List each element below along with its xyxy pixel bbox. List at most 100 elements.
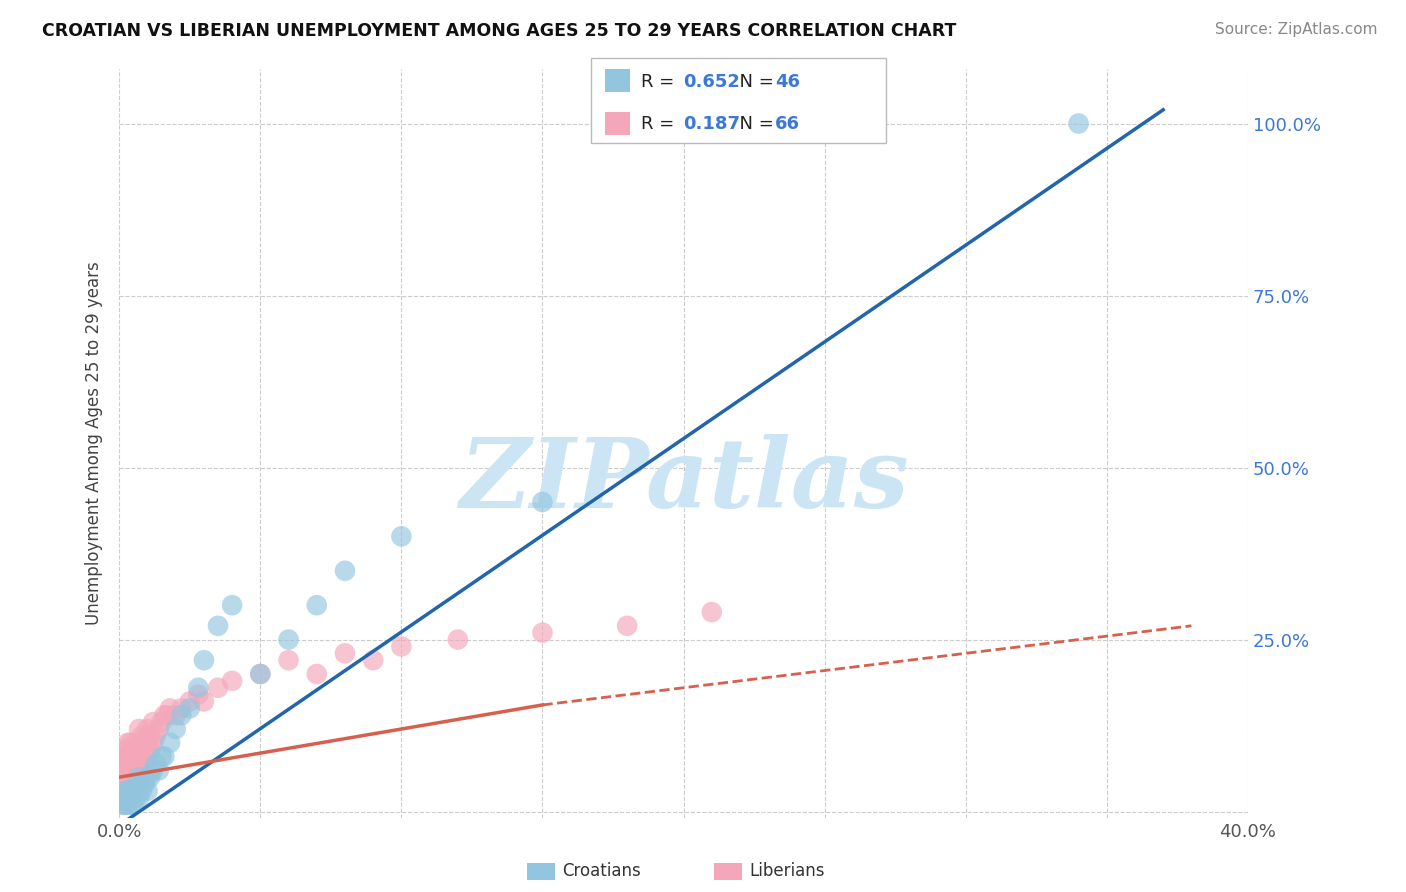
Point (134, 736, 156, 750)
Point (114, 797, 136, 812)
Point (120, 764, 142, 778)
Point (187, 681, 209, 695)
Point (120, 784, 142, 798)
Point (150, 749, 173, 764)
Point (142, 736, 165, 750)
Point (249, 667, 271, 681)
Point (125, 790, 148, 805)
Point (142, 764, 165, 778)
Point (165, 708, 187, 723)
Point (122, 790, 145, 805)
Point (122, 756, 145, 771)
Point (125, 749, 148, 764)
Point (131, 764, 153, 778)
Point (145, 729, 167, 743)
Point (159, 736, 181, 750)
Point (221, 598, 243, 612)
Text: 0.187: 0.187 (683, 115, 741, 133)
Point (131, 749, 153, 764)
Point (150, 715, 173, 730)
Point (531, 625, 554, 640)
Point (193, 653, 215, 667)
Point (153, 708, 176, 723)
Text: Source: ZipAtlas.com: Source: ZipAtlas.com (1215, 22, 1378, 37)
Point (136, 736, 159, 750)
Text: N =: N = (728, 73, 780, 91)
Point (447, 632, 470, 647)
Point (249, 667, 271, 681)
Point (131, 729, 153, 743)
Text: ZIPatlas: ZIPatlas (458, 434, 908, 528)
Point (125, 736, 148, 750)
Point (136, 784, 159, 798)
Point (139, 770, 162, 784)
Point (134, 777, 156, 791)
Point (111, 764, 134, 778)
Point (148, 722, 170, 736)
Point (136, 770, 159, 784)
Point (193, 694, 215, 708)
Point (122, 770, 145, 784)
Point (1067, 117, 1090, 131)
Point (136, 749, 159, 764)
Point (128, 784, 150, 798)
Point (114, 784, 136, 798)
Point (117, 736, 139, 750)
Point (207, 681, 229, 695)
Point (128, 790, 150, 805)
Point (221, 673, 243, 688)
Point (117, 790, 139, 805)
Point (165, 722, 187, 736)
Text: 46: 46 (775, 73, 800, 91)
Point (187, 688, 209, 702)
Point (120, 790, 142, 805)
Text: 0.652: 0.652 (683, 73, 740, 91)
Point (305, 598, 328, 612)
Point (117, 749, 139, 764)
Point (531, 495, 554, 509)
Point (120, 797, 142, 812)
Point (128, 770, 150, 784)
Point (114, 790, 136, 805)
Point (136, 722, 159, 736)
Point (114, 756, 136, 771)
Point (361, 653, 384, 667)
Point (117, 790, 139, 805)
Point (142, 715, 165, 730)
Point (391, 640, 413, 654)
Point (111, 797, 134, 812)
Point (128, 742, 150, 756)
Point (333, 564, 356, 578)
Point (117, 784, 139, 798)
Point (179, 701, 201, 715)
Point (391, 529, 413, 543)
Point (111, 790, 134, 805)
Point (111, 777, 134, 791)
Point (139, 729, 162, 743)
Point (128, 722, 150, 736)
Point (277, 632, 299, 647)
Text: CROATIAN VS LIBERIAN UNEMPLOYMENT AMONG AGES 25 TO 29 YEARS CORRELATION CHART: CROATIAN VS LIBERIAN UNEMPLOYMENT AMONG … (42, 22, 956, 40)
Point (125, 764, 148, 778)
Point (125, 777, 148, 791)
Point (333, 646, 356, 660)
Point (114, 797, 136, 812)
Text: 66: 66 (775, 115, 800, 133)
Point (134, 756, 156, 771)
Point (122, 784, 145, 798)
Text: Croatians: Croatians (562, 863, 641, 880)
Point (700, 605, 723, 619)
Point (159, 701, 181, 715)
Point (125, 784, 148, 798)
Point (114, 742, 136, 756)
Point (120, 777, 142, 791)
Point (128, 770, 150, 784)
Point (179, 694, 201, 708)
Point (170, 708, 193, 723)
Point (117, 764, 139, 778)
Point (131, 777, 153, 791)
Point (122, 742, 145, 756)
Point (120, 790, 142, 805)
Point (131, 784, 153, 798)
Point (114, 784, 136, 798)
